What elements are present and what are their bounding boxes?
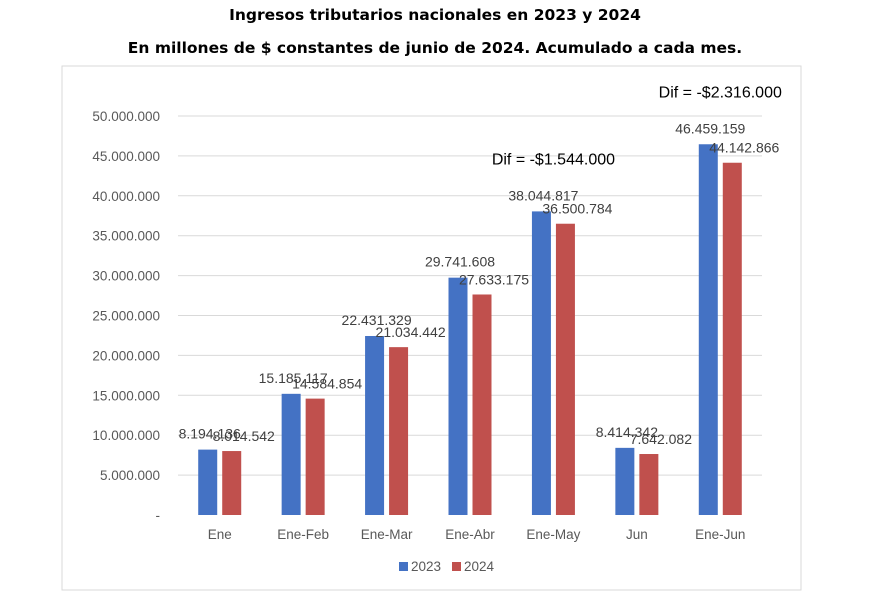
data-label-2024: 8.014.542 [213,428,275,444]
y-tick-label: 40.000.000 [92,189,160,204]
x-tick-label: Ene-Abr [445,527,495,542]
data-label-2023: 8.414.342 [596,424,658,440]
data-label-2023: 15.185.117 [259,370,328,386]
difference-annotation: Dif = -$2.316.000 [659,84,782,101]
x-tick-label: Jun [626,527,648,542]
chart-title: Ingresos tributarios nacionales en 2023 … [229,6,641,24]
legend-label-2024: 2024 [464,559,495,574]
data-label-2024: 44.142.866 [709,140,779,156]
x-tick-label: Ene-May [526,527,580,542]
bar-2024 [722,162,742,515]
bar-2023 [198,449,218,515]
data-label-2023: 8.194.136 [179,426,241,442]
data-label-2024: 27.633.175 [459,271,529,287]
y-tick-label: 50.000.000 [92,109,160,124]
bar-2024 [389,347,409,515]
data-label-2023: 38.044.817 [508,187,578,203]
legend-swatch-2023 [399,562,408,571]
legend-label-2023: 2023 [411,559,441,574]
bar-2024 [639,454,659,515]
bar-2024 [472,294,492,515]
bar-2023 [448,277,468,515]
bar-2023 [615,447,635,515]
y-tick-label: 35.000.000 [92,229,160,244]
bar-2024 [305,398,325,515]
data-label-2024: 36.500.784 [542,201,612,217]
y-tick-label: 20.000.000 [92,348,160,363]
data-label-2024: 14.584.854 [292,376,362,392]
data-label-2023: 22.431.329 [342,312,412,328]
chart-subtitle: En millones de $ constantes de junio de … [127,39,743,57]
x-tick-label: Ene-Mar [361,527,413,542]
legend-swatch-2024 [452,562,461,571]
difference-annotation: Dif = -$1.544.000 [492,151,615,168]
data-label-2024: 7.642.082 [630,431,692,447]
y-tick-label: 45.000.000 [92,149,160,164]
bar-2023 [531,211,551,516]
y-tick-label: - [156,508,161,523]
data-label-2023: 46.459.159 [675,120,745,136]
data-label-2023: 29.741.608 [425,254,495,270]
chart-frame [61,65,802,591]
bar-2023 [365,335,385,515]
bar-2023 [281,393,301,515]
bar-2024 [555,223,575,515]
y-tick-label: 30.000.000 [92,269,160,284]
x-tick-label: Ene [208,527,232,542]
y-tick-label: 10.000.000 [92,428,160,443]
y-tick-label: 15.000.000 [92,388,160,403]
x-tick-label: Ene-Feb [277,527,329,542]
x-tick-label: Ene-Jun [695,527,745,542]
data-label-2024: 21.034.442 [376,324,446,340]
y-tick-label: 5.000.000 [100,468,160,483]
bar-2023 [698,144,718,515]
bar-2024 [222,451,242,515]
y-tick-label: 25.000.000 [92,309,160,324]
